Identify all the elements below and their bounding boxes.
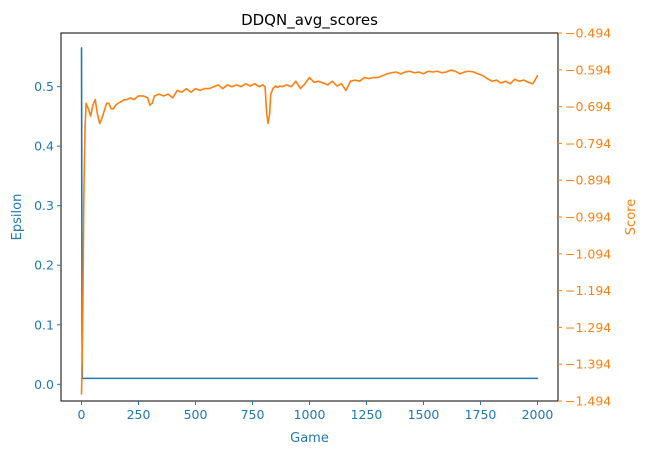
y-tick-label-epsilon: 0.1 bbox=[34, 317, 54, 332]
x-tick-label: 1750 bbox=[465, 407, 497, 422]
x-tick-label: 2000 bbox=[522, 407, 554, 422]
score-series-line bbox=[80, 69, 539, 395]
y-tick-label-score: −0.494 bbox=[565, 26, 611, 41]
y-tick-label-epsilon: 0.0 bbox=[34, 377, 54, 392]
y-tick-label-score: −1.394 bbox=[565, 357, 611, 372]
x-tick-label: 0 bbox=[78, 407, 86, 422]
y-axis-label-score: Score bbox=[624, 199, 639, 235]
y-tick-label-score: −0.694 bbox=[565, 99, 611, 114]
y-tick-label-score: −0.894 bbox=[565, 173, 611, 188]
x-axis: 0 250 500 750 1000 1250 1500 1750 2000 bbox=[78, 401, 554, 422]
y-tick-label-score: −0.594 bbox=[565, 62, 611, 77]
y-axis-score: −1.494 −1.394 −1.294 −1.194 −1.094 −0.994 −0.8… bbox=[558, 26, 611, 409]
x-tick-label: 1000 bbox=[294, 407, 326, 422]
y-tick-label-epsilon: 0.5 bbox=[34, 79, 54, 94]
y-tick-label-epsilon: 0.4 bbox=[34, 139, 54, 154]
x-tick-label: 750 bbox=[241, 407, 265, 422]
x-tick-label: 1250 bbox=[351, 407, 383, 422]
y-tick-label-epsilon: 0.2 bbox=[34, 258, 54, 273]
y-tick-label-score: −0.794 bbox=[565, 136, 611, 151]
x-axis-label: Game bbox=[290, 431, 329, 446]
x-tick-label: 500 bbox=[184, 407, 208, 422]
chart-title: DDQN_avg_scores bbox=[241, 11, 378, 30]
y-tick-label-score: −1.094 bbox=[565, 246, 611, 261]
y-axis-label-epsilon: Epsilon bbox=[10, 194, 25, 241]
y-tick-label-score: −1.294 bbox=[565, 320, 611, 335]
y-axis-epsilon: 0.0 0.1 0.2 0.3 0.4 0.5 bbox=[34, 79, 61, 392]
y-tick-label-score: −1.494 bbox=[565, 394, 611, 409]
x-tick-label: 1500 bbox=[408, 407, 440, 422]
x-tick-label: 250 bbox=[127, 407, 151, 422]
series-layer bbox=[80, 47, 539, 395]
y-tick-label-score: −0.994 bbox=[565, 210, 611, 225]
y-tick-label-epsilon: 0.3 bbox=[34, 198, 54, 213]
y-tick-label-score: −1.194 bbox=[565, 283, 611, 298]
